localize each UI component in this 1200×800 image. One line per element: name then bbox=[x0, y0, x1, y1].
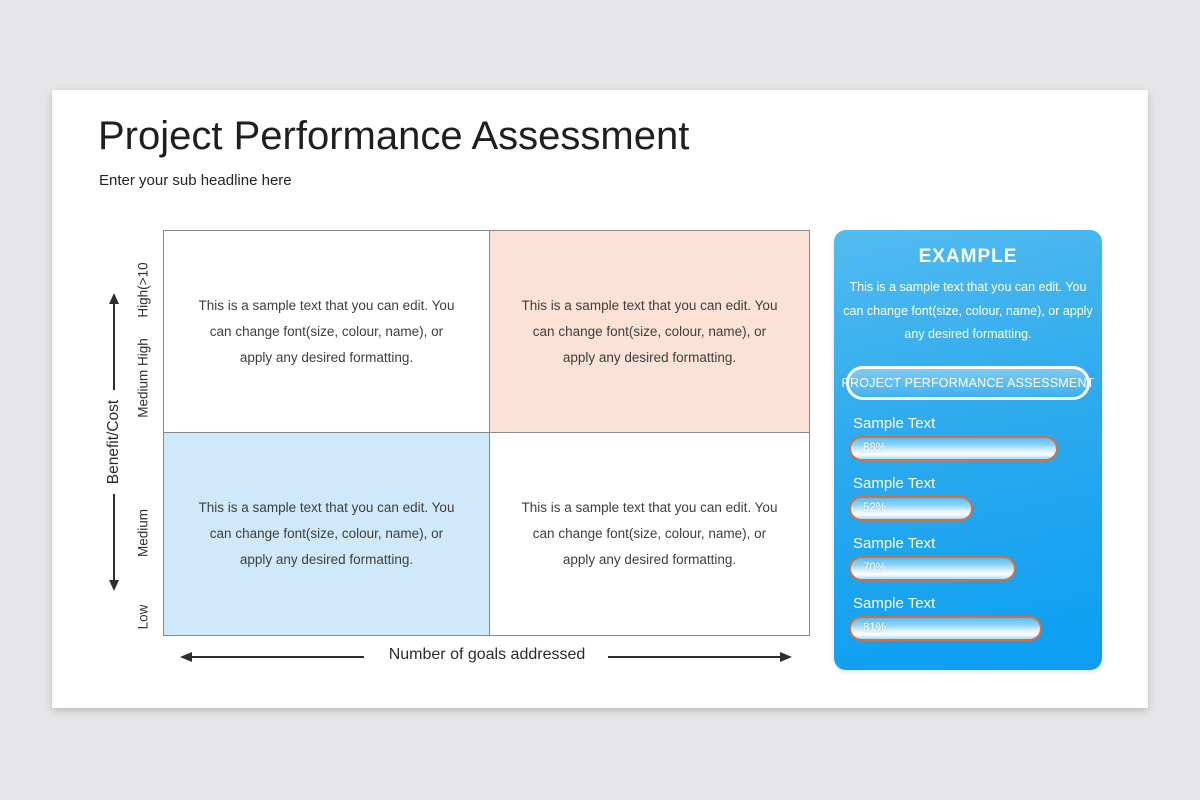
progress-group: Sample Text 52% bbox=[834, 475, 1102, 521]
benefit-cost-matrix: This is a sample text that you can edit.… bbox=[163, 230, 810, 636]
y-axis-arrow-down-icon bbox=[109, 580, 119, 591]
quadrant-top-right: This is a sample text that you can edit.… bbox=[490, 231, 809, 432]
progress-track: 52% bbox=[849, 495, 1087, 521]
quadrant-text: This is a sample text that you can edit.… bbox=[198, 500, 455, 567]
quadrant-bottom-left: This is a sample text that you can edit.… bbox=[164, 433, 489, 635]
progress-label: Sample Text bbox=[853, 474, 936, 492]
y-axis-tick-high: High(>10 bbox=[135, 262, 151, 318]
project-performance-assessment-button[interactable]: PROJECT PERFORMANCE ASSESSMENT bbox=[841, 365, 1094, 400]
y-axis-tick-medium: Medium bbox=[135, 508, 151, 558]
x-axis-arrow-right-line bbox=[608, 656, 780, 658]
progress-bar: 88% bbox=[849, 435, 1059, 461]
example-panel: EXAMPLE This is a sample text that you c… bbox=[834, 230, 1102, 670]
quadrant-bottom-right: This is a sample text that you can edit.… bbox=[490, 433, 809, 635]
y-axis-tick-medium-high: Medium High bbox=[135, 338, 151, 418]
y-axis-arrow-up-icon bbox=[109, 293, 119, 304]
progress-group: Sample Text 70% bbox=[834, 535, 1102, 581]
x-axis-arrow-right-icon bbox=[780, 652, 792, 662]
progress-label: Sample Text bbox=[853, 534, 936, 552]
progress-track: 70% bbox=[849, 555, 1087, 581]
progress-value: 88% bbox=[863, 442, 887, 454]
quadrant-text: This is a sample text that you can edit.… bbox=[521, 297, 778, 365]
quadrant-text: This is a sample text that you can edit.… bbox=[198, 297, 455, 365]
y-axis-label: Benefit/Cost bbox=[105, 399, 122, 485]
quadrant-text: This is a sample text that you can edit.… bbox=[521, 500, 778, 567]
example-panel-title: EXAMPLE bbox=[918, 246, 1018, 267]
x-axis-arrow-left-line bbox=[191, 656, 364, 658]
progress-bar: 52% bbox=[849, 495, 973, 521]
progress-bar-list: Sample Text 88% Sample Text 52% Sample T… bbox=[834, 415, 1102, 641]
slide: Project Performance Assessment Enter you… bbox=[52, 90, 1148, 708]
progress-group: Sample Text 81% bbox=[834, 595, 1102, 641]
page-subtitle: Enter your sub headline here bbox=[99, 172, 292, 189]
example-panel-description: This is a sample text that you can edit.… bbox=[843, 280, 1093, 341]
page-title: Project Performance Assessment bbox=[98, 114, 690, 158]
progress-value: 70% bbox=[863, 562, 887, 574]
progress-label: Sample Text bbox=[853, 594, 936, 612]
progress-bar: 70% bbox=[849, 555, 1016, 581]
progress-track: 81% bbox=[849, 615, 1087, 641]
y-axis-arrow-up-line bbox=[113, 303, 115, 390]
progress-label: Sample Text bbox=[853, 414, 936, 432]
progress-group: Sample Text 88% bbox=[834, 415, 1102, 461]
progress-value: 81% bbox=[863, 622, 887, 634]
progress-track: 88% bbox=[849, 435, 1087, 461]
y-axis-arrow-down-line bbox=[113, 494, 115, 581]
progress-bar: 81% bbox=[849, 615, 1042, 641]
progress-value: 52% bbox=[863, 502, 887, 514]
y-axis-tick-low: Low bbox=[135, 604, 151, 630]
x-axis-arrow-left-icon bbox=[180, 652, 192, 662]
quadrant-top-left: This is a sample text that you can edit.… bbox=[164, 231, 489, 432]
x-axis-label: Number of goals addressed bbox=[388, 646, 586, 663]
